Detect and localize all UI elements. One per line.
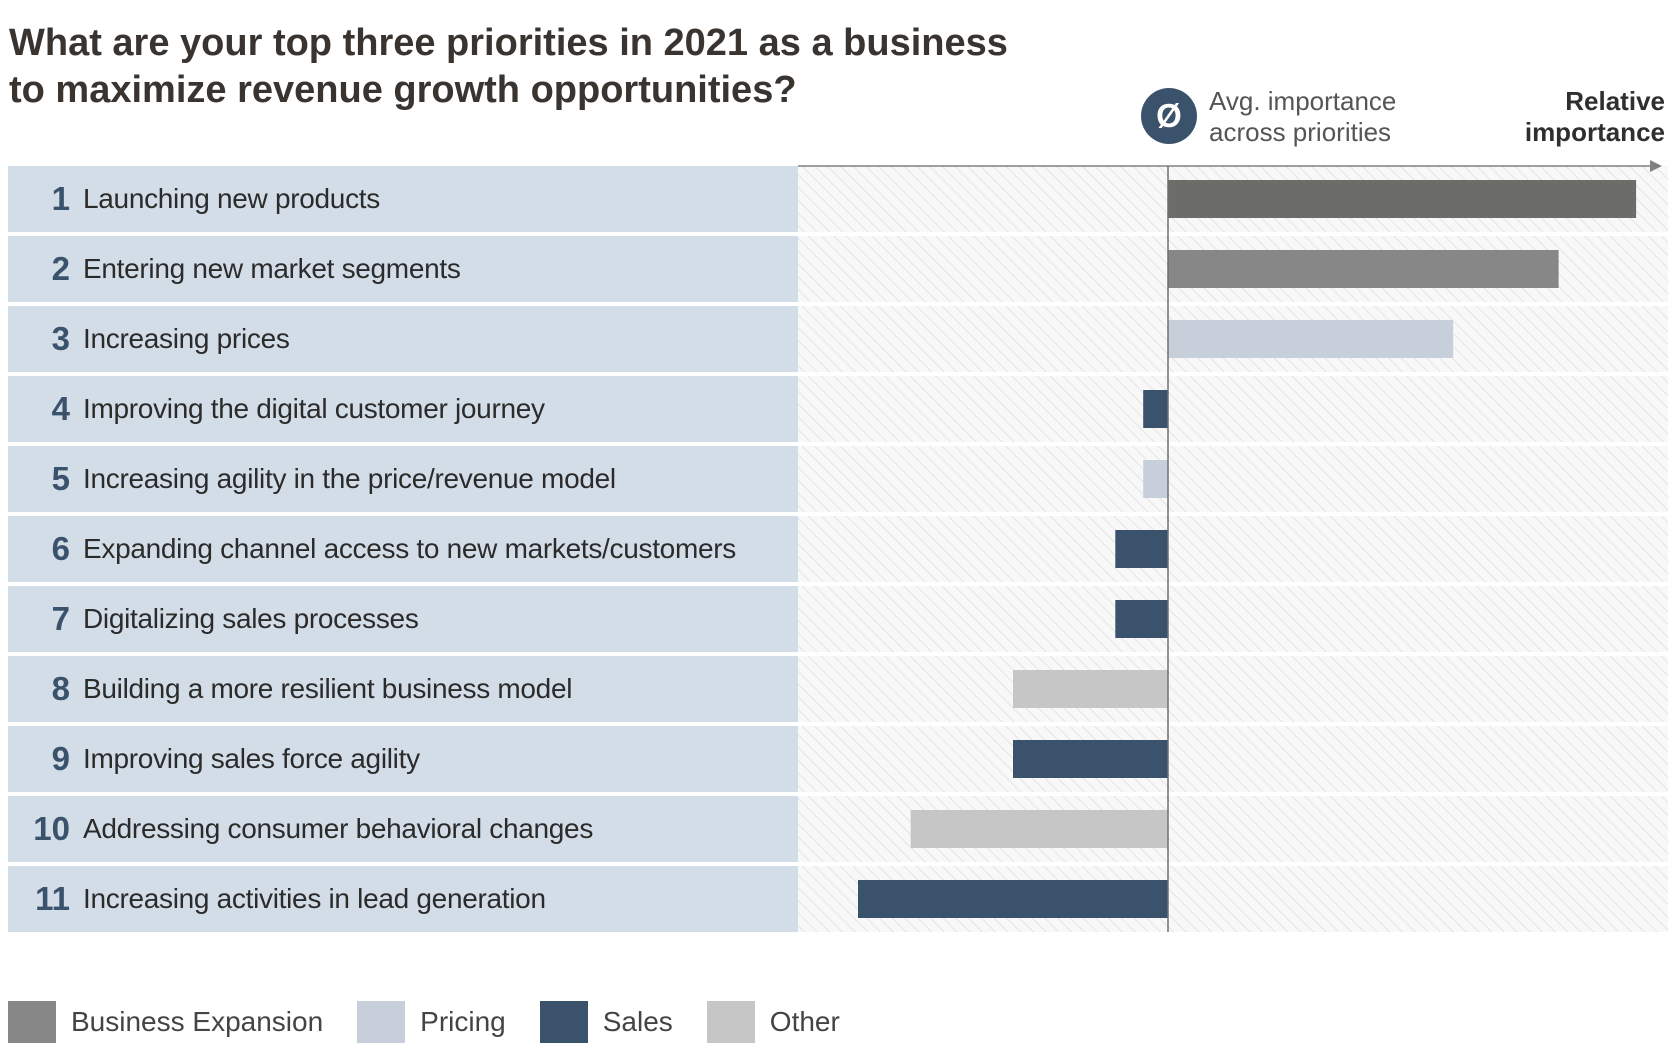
legend-label: Pricing [420, 1006, 506, 1037]
row-background [798, 376, 1668, 442]
category-rank: 2 [51, 250, 70, 287]
category-row: 7 Digitalizing sales processes [8, 586, 798, 652]
chart-title-line-2: to maximize revenue growth opportunities… [9, 69, 797, 111]
bar-10 [910, 810, 1168, 848]
category-row: 3 Increasing prices [8, 306, 798, 372]
average-symbol-icon: Ø [1141, 88, 1197, 144]
x-axis-label: Relative importance [1445, 86, 1665, 148]
legend-item: Other [706, 1001, 840, 1043]
chart-title-line-1: What are your top three priorities in 20… [9, 22, 1008, 64]
row-background [798, 446, 1668, 512]
row-background [798, 586, 1668, 652]
row-background [798, 516, 1668, 582]
bar-1 [1168, 180, 1637, 218]
category-row: 1 Launching new products [8, 166, 798, 232]
category-label: Entering new market segments [83, 253, 461, 284]
row-background [798, 656, 1668, 722]
legend-swatch [706, 1001, 755, 1043]
bar-6 [1115, 530, 1168, 568]
bar-3 [1168, 320, 1454, 358]
category-label: Expanding channel access to new markets/… [83, 533, 736, 564]
row-background [798, 726, 1668, 792]
legend-swatch [539, 1001, 588, 1043]
average-marker-label-line-1: Avg. importance [1209, 86, 1397, 116]
bar-11 [858, 880, 1168, 918]
category-rank: 10 [33, 810, 70, 847]
legend-swatch [8, 1001, 56, 1043]
legend-label: Sales [602, 1006, 673, 1037]
bar-5 [1143, 460, 1168, 498]
category-row: 4 Improving the digital customer journey [8, 376, 798, 442]
bar-chart-area [798, 160, 1668, 932]
category-rank: 4 [51, 390, 70, 427]
category-label: Building a more resilient business model [83, 673, 573, 704]
category-label: Addressing consumer behavioral changes [83, 813, 594, 844]
category-label: Increasing agility in the price/revenue … [83, 463, 616, 494]
category-row: 2 Entering new market segments [8, 236, 798, 302]
legend-label: Business Expansion [71, 1006, 324, 1037]
category-label: Increasing activities in lead generation [83, 883, 546, 914]
legend-item: Pricing [357, 1001, 506, 1043]
category-rank: 5 [51, 460, 70, 497]
category-row: 9 Improving sales force agility [8, 726, 798, 792]
average-marker-label: Avg. importance across priorities [1209, 86, 1449, 148]
bar-8 [1013, 670, 1168, 708]
category-row: 6 Expanding channel access to new markets… [8, 516, 798, 582]
bar-7 [1115, 600, 1168, 638]
bar-2 [1168, 250, 1559, 288]
category-rank: 11 [35, 880, 70, 917]
category-row: 5 Increasing agility in the price/revenue… [8, 446, 798, 512]
x-axis-label-line-2: importance [1524, 117, 1665, 147]
category-rank: 7 [51, 600, 70, 637]
legend-item: Business Expansion [8, 1001, 323, 1043]
legend-item: Sales [539, 1001, 673, 1043]
category-row: 8 Building a more resilient business mode… [8, 656, 798, 722]
category-rank: 3 [51, 320, 70, 357]
bar-9 [1013, 740, 1168, 778]
category-rank: 9 [51, 740, 70, 777]
category-label: Increasing prices [83, 323, 290, 354]
category-rank: 8 [51, 670, 70, 707]
category-label: Digitalizing sales processes [83, 603, 419, 634]
category-label: Improving the digital customer journey [83, 393, 545, 424]
category-rank: 6 [51, 530, 70, 567]
category-label: Improving sales force agility [83, 743, 420, 774]
bar-4 [1143, 390, 1168, 428]
category-label: Launching new products [83, 183, 380, 214]
category-row: 11 Increasing activities in lead generati… [8, 866, 798, 932]
average-marker-label-line-2: across priorities [1209, 117, 1392, 147]
category-row: 10 Addressing consumer behavioral changes [8, 796, 798, 862]
legend-swatch [357, 1001, 406, 1043]
x-axis-label-line-1: Relative [1565, 86, 1665, 116]
category-rank: 1 [51, 180, 70, 217]
legend-label: Other [769, 1006, 840, 1037]
chart-title: What are your top three priorities in 20… [9, 20, 1009, 114]
chart-legend: Business Expansion Pricing Sales Other [8, 1001, 874, 1043]
